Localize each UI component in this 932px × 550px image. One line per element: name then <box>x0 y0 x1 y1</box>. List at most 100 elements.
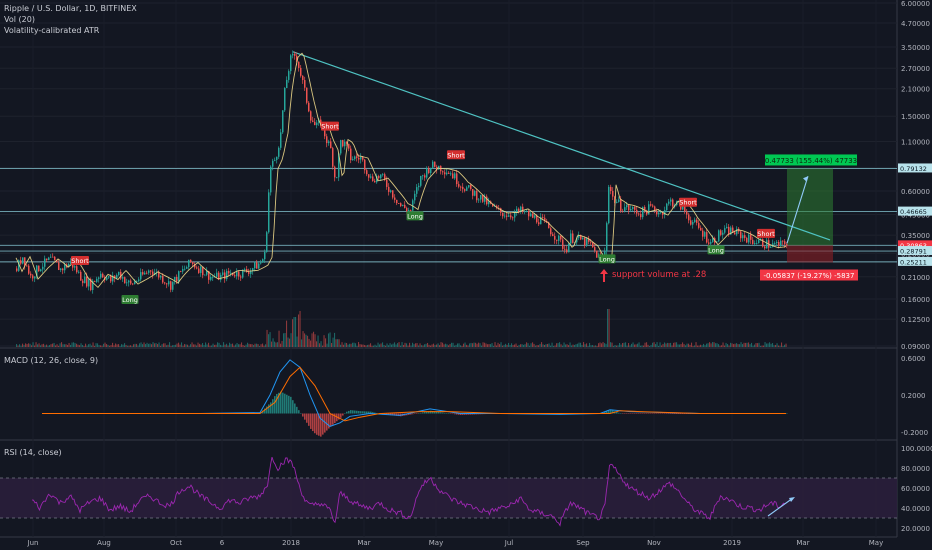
volume-bar <box>433 343 435 347</box>
volume-bar <box>266 329 268 347</box>
macd-histogram-bar <box>652 413 654 414</box>
volume-bar <box>746 342 748 347</box>
atr-indicator-label: Volatility-calibrated ATR <box>4 26 100 35</box>
volume-bar <box>130 345 132 347</box>
volume-bar <box>80 343 82 347</box>
macd-histogram-bar <box>616 412 618 414</box>
volume-bar <box>55 345 57 347</box>
volume-bar <box>622 343 624 347</box>
candle-body <box>382 174 384 176</box>
macd-histogram-bar <box>270 402 272 414</box>
candle-body <box>40 269 42 272</box>
volume-bar <box>523 344 525 347</box>
candle-body <box>32 275 34 279</box>
volume-bar <box>203 345 205 347</box>
volume-bar <box>743 342 745 347</box>
candle-body <box>88 279 90 287</box>
volume-bar <box>475 342 477 347</box>
candle-body <box>62 268 64 271</box>
candle-body <box>376 176 378 183</box>
volume-bar <box>694 345 696 347</box>
volume-bar <box>253 345 255 347</box>
candle-body <box>194 263 196 268</box>
volume-bar <box>565 344 567 347</box>
volume-bar <box>19 344 21 347</box>
macd-histogram-bar <box>328 413 330 429</box>
volume-bar <box>548 343 550 347</box>
volume-bar <box>530 343 532 347</box>
volume-bar <box>541 342 543 347</box>
stop-loss-zone <box>787 245 833 263</box>
candle-body <box>466 187 468 191</box>
macd-histogram-bar <box>656 413 658 414</box>
candle-body <box>308 102 310 112</box>
short-signal-tag <box>71 255 89 265</box>
volume-bar <box>569 342 571 347</box>
signal-label: Long <box>122 296 138 304</box>
candle-body <box>398 203 400 204</box>
macd-histogram-bar <box>666 413 668 414</box>
volume-bar <box>544 345 546 347</box>
support-annotation: support volume at .28 <box>612 270 706 280</box>
volume-bar <box>359 344 361 347</box>
volume-bar <box>403 344 405 347</box>
candle-body <box>402 204 404 206</box>
macd-histogram-bar <box>468 413 470 415</box>
volume-bar <box>440 342 442 347</box>
volume-bar <box>161 344 163 347</box>
candle-body <box>594 247 596 251</box>
volume-bar <box>377 342 379 347</box>
candle-body <box>68 263 70 268</box>
candle-body <box>52 256 54 258</box>
volume-bar <box>422 345 424 347</box>
candle-body <box>396 199 398 204</box>
candle-body <box>140 272 142 280</box>
volume-bar <box>316 341 318 347</box>
candle-body <box>510 215 512 218</box>
volume-bar <box>718 344 720 347</box>
volume-bar <box>287 337 289 347</box>
volume-bar <box>127 345 129 347</box>
volume-bar <box>371 345 373 347</box>
volume-bar <box>521 344 523 347</box>
volume-bar <box>68 343 70 347</box>
volume-bar <box>781 342 783 347</box>
macd-histogram-bar <box>454 413 456 415</box>
candle-body <box>94 280 96 282</box>
volume-bar <box>23 344 25 347</box>
volume-bar <box>700 344 702 347</box>
volume-bar <box>52 343 54 347</box>
rsi-tick-label: 100.0000 <box>901 445 932 453</box>
macd-histogram-bar <box>342 413 344 416</box>
volume-bar <box>194 344 196 347</box>
candle-body <box>450 173 452 175</box>
volume-bar <box>85 343 87 347</box>
candle-body <box>360 156 362 160</box>
volume-bar <box>47 345 49 347</box>
macd-histogram-bar <box>358 410 360 414</box>
volume-bar <box>95 343 97 347</box>
volume-bar <box>169 342 171 347</box>
macd-histogram-bar <box>362 411 364 414</box>
price-tick-label: 6.00000 <box>901 0 930 8</box>
volume-bar <box>752 345 754 347</box>
volume-bar <box>140 342 142 347</box>
candle-body <box>198 268 200 273</box>
candle-body <box>426 168 428 178</box>
price-tick-label: 1.10000 <box>901 139 930 147</box>
macd-histogram-bar <box>664 413 666 414</box>
volume-bar <box>176 343 178 347</box>
candle-body <box>262 259 264 263</box>
candle-body <box>76 266 78 273</box>
candle-body <box>568 243 570 253</box>
volume-bar <box>220 344 222 347</box>
short-signal-tag <box>447 150 465 160</box>
macd-histogram-bar <box>310 413 312 429</box>
volume-bar <box>704 345 706 347</box>
volume-bar <box>158 342 160 347</box>
candle-body <box>268 192 270 233</box>
candle-body <box>258 263 260 269</box>
volume-bar <box>338 339 340 347</box>
candle-body <box>298 61 300 68</box>
